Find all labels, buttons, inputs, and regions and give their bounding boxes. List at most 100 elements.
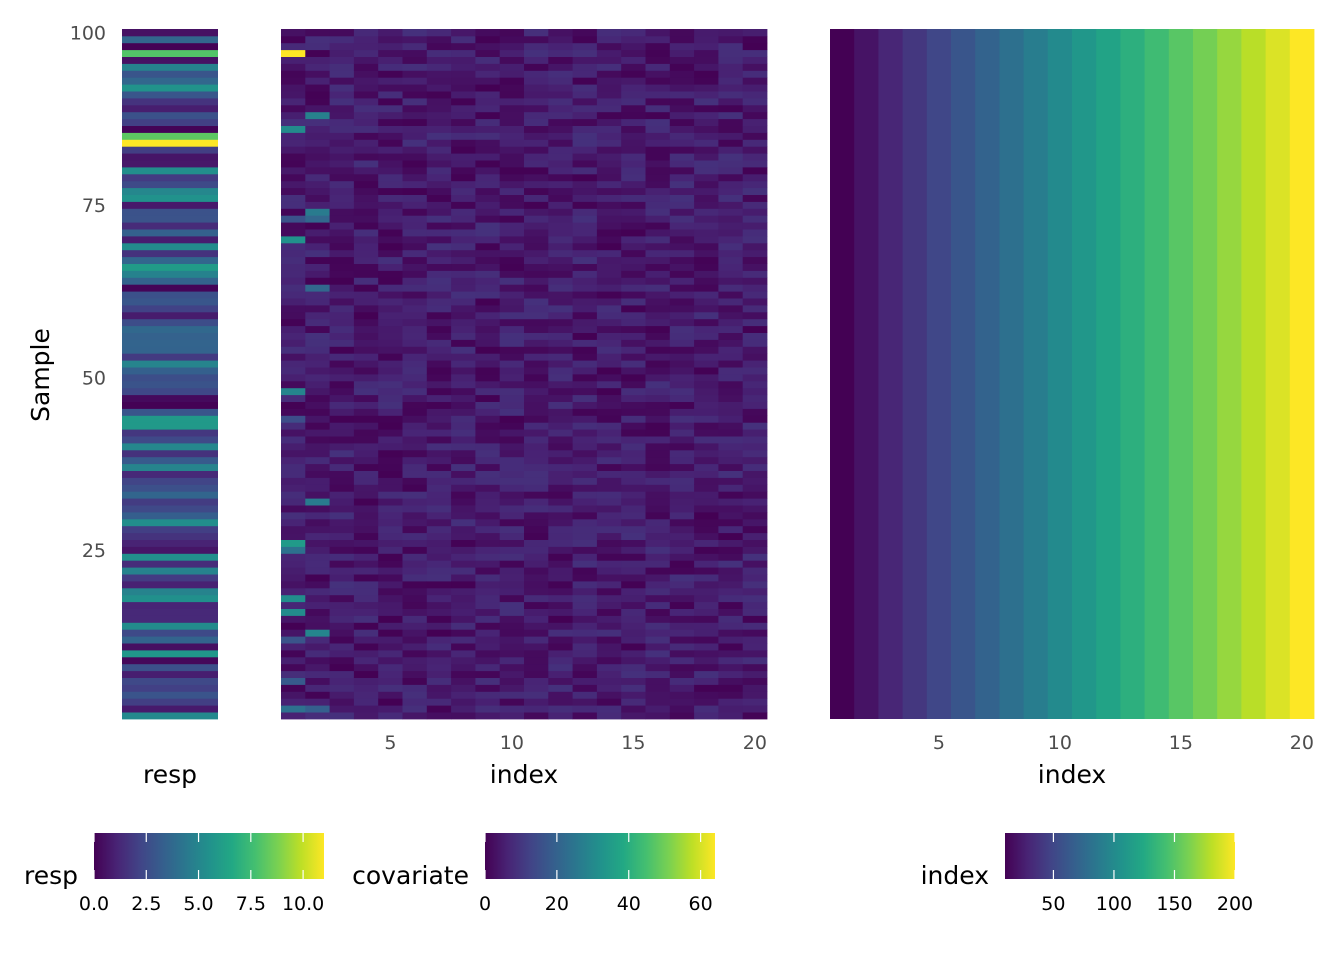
resp-cell: [122, 401, 218, 409]
covariate-cell: [499, 643, 525, 651]
covariate-cell: [572, 118, 598, 126]
covariate-cell: [524, 415, 549, 423]
covariate-cell: [281, 518, 306, 527]
legend-tick-label: 200: [1217, 893, 1253, 915]
resp-cell: [122, 656, 218, 665]
covariate-cell: [378, 498, 403, 506]
covariate-cell: [548, 35, 573, 44]
covariate-cell: [281, 298, 306, 306]
covariate-cell: [572, 587, 598, 596]
covariate-cell: [499, 477, 525, 485]
covariate-cell: [426, 546, 452, 554]
covariate-cell: [718, 49, 744, 57]
covariate-cell: [499, 215, 525, 223]
covariate-cell: [329, 118, 355, 126]
covariate-cell: [645, 684, 671, 692]
covariate-cell: [475, 587, 501, 596]
covariate-cell: [426, 539, 452, 547]
covariate-cell: [378, 380, 403, 389]
covariate-cell: [694, 111, 719, 120]
covariate-cell: [548, 615, 573, 623]
y-tick-label: 75: [82, 195, 106, 217]
covariate-cell: [718, 91, 744, 99]
covariate-cell: [694, 532, 719, 540]
covariate-cell: [742, 249, 768, 258]
covariate-cell: [329, 284, 355, 292]
covariate-cell: [621, 505, 646, 513]
covariate-cell: [451, 463, 476, 471]
covariate-cell: [402, 491, 428, 499]
covariate-cell: [572, 463, 598, 471]
covariate-cell: [645, 187, 671, 195]
covariate-cell: [353, 512, 379, 520]
covariate-cell: [669, 222, 695, 230]
covariate-cell: [475, 215, 501, 223]
resp-cell: [122, 498, 218, 506]
covariate-cell: [426, 311, 452, 320]
covariate-cell: [475, 456, 501, 465]
covariate-cell: [475, 629, 501, 637]
covariate-cell: [353, 298, 379, 306]
resp-cell: [122, 429, 218, 437]
covariate-cell: [524, 332, 549, 340]
covariate-cell: [548, 318, 573, 327]
covariate-cell: [669, 201, 695, 209]
legend-tick-label: 2.5: [131, 893, 161, 915]
covariate-cell: [572, 456, 598, 465]
covariate-cell: [378, 91, 403, 99]
covariate-cell: [669, 249, 695, 258]
covariate-cell: [694, 684, 719, 692]
covariate-cell: [426, 374, 452, 382]
covariate-cell: [281, 167, 306, 175]
covariate-cell: [524, 367, 549, 375]
covariate-cell: [669, 477, 695, 485]
covariate-cell: [524, 242, 549, 251]
covariate-cell: [669, 650, 695, 658]
covariate-cell: [281, 525, 306, 534]
covariate-cell: [451, 173, 476, 182]
covariate-cell: [305, 691, 330, 699]
covariate-cell: [524, 608, 549, 616]
covariate-cell: [596, 222, 622, 230]
covariate-cell: [572, 684, 598, 692]
covariate-cell: [621, 422, 646, 430]
covariate-cell: [596, 677, 622, 685]
covariate-cell: [596, 49, 622, 57]
covariate-cell: [645, 636, 671, 644]
covariate-cell: [353, 339, 379, 347]
index-column: [830, 29, 855, 719]
covariate-cell: [475, 408, 501, 416]
covariate-cell: [645, 180, 671, 189]
covariate-cell: [329, 291, 355, 299]
covariate-cell: [329, 29, 355, 37]
covariate-cell: [572, 436, 598, 444]
covariate-cell: [499, 84, 525, 92]
covariate-cell: [645, 222, 671, 230]
covariate-cell: [718, 443, 744, 451]
covariate-cell: [353, 429, 379, 437]
covariate-cell: [718, 249, 744, 258]
covariate-cell: [451, 35, 476, 44]
index-legend: index 50 100 150 200: [921, 833, 1253, 915]
covariate-cell: [742, 374, 768, 382]
covariate-cell: [596, 139, 622, 147]
covariate-cell: [742, 401, 768, 409]
covariate-cell: [305, 160, 330, 168]
resp-cell: [122, 463, 218, 471]
covariate-cell: [475, 553, 501, 561]
covariate-cell: [548, 277, 573, 285]
covariate-cell: [694, 594, 719, 603]
resp-cell: [122, 574, 218, 582]
covariate-cell: [499, 291, 525, 299]
covariate-cell: [499, 325, 525, 333]
covariate-cell: [548, 525, 573, 534]
covariate-cell: [548, 532, 573, 540]
covariate-cell: [718, 684, 744, 692]
covariate-cell: [353, 360, 379, 368]
covariate-cell: [548, 698, 573, 706]
covariate-cell: [742, 35, 768, 44]
covariate-cell: [596, 456, 622, 465]
covariate-cell: [305, 601, 330, 609]
covariate-cell: [645, 677, 671, 685]
covariate-cell: [353, 256, 379, 264]
